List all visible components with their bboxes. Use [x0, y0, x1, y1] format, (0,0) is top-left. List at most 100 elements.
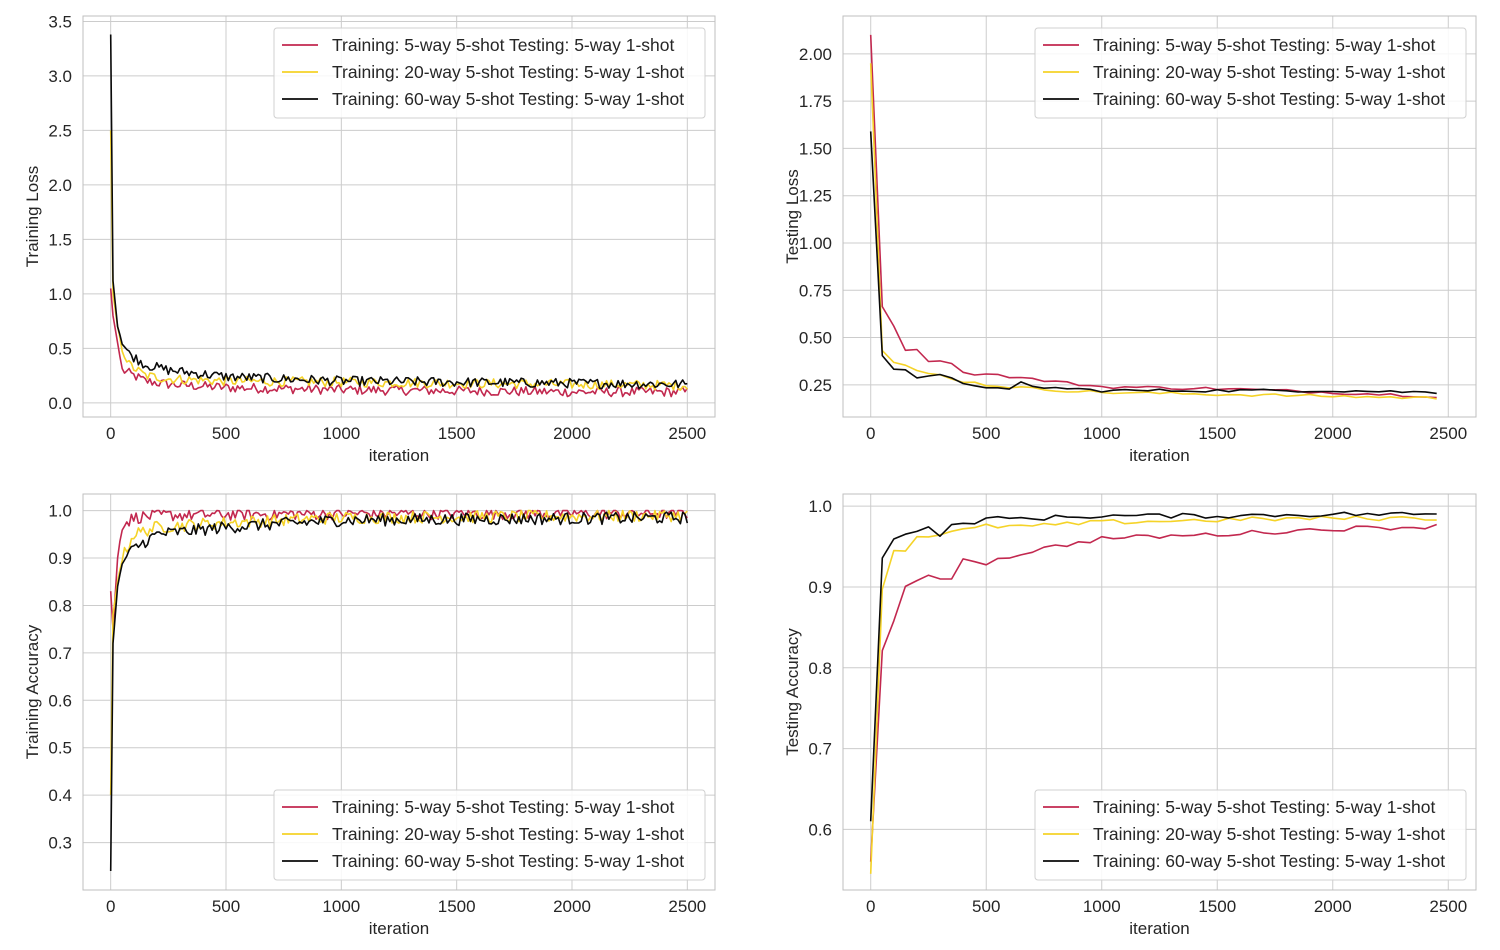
plot-frame	[842, 493, 1477, 891]
y-tick-label: 1.0	[48, 285, 72, 304]
series-line-1	[109, 130, 688, 392]
y-tick-label: 1.50	[799, 139, 832, 158]
chart-panel-2: 0 500 1000 1500 2000 2500 0.3 0.4 0.5 0.6 0.7 0.8 0.…	[23, 493, 716, 938]
x-axis-label: iteration	[369, 446, 429, 465]
series-line-2	[109, 511, 689, 872]
y-tick-label: 0.3	[48, 834, 72, 853]
series-line-2	[869, 511, 1437, 822]
plot-frame	[82, 493, 716, 891]
y-tick-label: 0.4	[48, 786, 72, 805]
y-tick-label: 0.8	[48, 596, 72, 615]
y-tick-label: 0.9	[48, 549, 72, 568]
x-tick-label: 0	[866, 424, 875, 443]
legend-entry-0: Training: 5-way 5-shot Testing: 5-way 1-…	[332, 35, 675, 55]
x-tick-label: 2500	[668, 424, 706, 443]
x-tick-label: 0	[106, 424, 115, 443]
legend-entry-2: Training: 60-way 5-shot Testing: 5-way 1…	[1093, 89, 1445, 109]
y-tick-label: 1.0	[808, 497, 832, 516]
legend-entry-1: Training: 20-way 5-shot Testing: 5-way 1…	[332, 62, 684, 82]
x-tick-label: 2000	[553, 897, 591, 916]
y-tick-label: 0.25	[799, 376, 832, 395]
x-tick-label: 2500	[1429, 424, 1467, 443]
x-axis-label: iteration	[1129, 446, 1189, 465]
x-axis-label: iteration	[1129, 919, 1189, 938]
legend-box	[273, 789, 706, 881]
series-line-1	[869, 515, 1437, 874]
y-tick-label: 3.0	[48, 67, 72, 86]
y-axis-label: Testing Accuracy	[783, 628, 802, 756]
chart-panel-0: 0 500 1000 1500 2000 2500 0.0 0.5 1.0 1.5 2.0 2.5 3.…	[23, 12, 716, 465]
x-tick-label: 500	[212, 424, 240, 443]
legend-entry-1: Training: 20-way 5-shot Testing: 5-way 1…	[1093, 62, 1445, 82]
x-tick-label: 500	[972, 424, 1000, 443]
x-tick-label: 2000	[1314, 424, 1352, 443]
y-tick-label: 0.5	[48, 339, 72, 358]
x-tick-label: 1500	[1198, 897, 1236, 916]
y-tick-label: 0.7	[808, 740, 832, 759]
series-line-1	[109, 509, 688, 796]
series-line-0	[869, 34, 1437, 399]
chart-panel-3: 0 500 1000 1500 2000 2500 0.6 0.7 0.8 0.9 1.0 itera…	[783, 493, 1477, 938]
x-tick-label: 2500	[1429, 897, 1467, 916]
legend-box	[1034, 789, 1467, 881]
x-tick-label: 2000	[553, 424, 591, 443]
y-tick-label: 2.5	[48, 121, 72, 140]
y-axis-label: Testing Loss	[783, 169, 802, 264]
legend-entry-1: Training: 20-way 5-shot Testing: 5-way 1…	[1093, 824, 1445, 844]
x-tick-label: 1000	[1083, 897, 1121, 916]
legend: Training: 5-way 5-shot Testing: 5-way 1-…	[273, 789, 706, 881]
x-axis-label: iteration	[369, 919, 429, 938]
y-tick-label: 1.00	[799, 234, 832, 253]
y-tick-label: 2.0	[48, 176, 72, 195]
plot-frame	[842, 15, 1477, 418]
x-tick-label: 0	[866, 897, 875, 916]
y-tick-label: 2.00	[799, 45, 832, 64]
y-axis-label: Training Loss	[23, 166, 42, 267]
legend-entry-1: Training: 20-way 5-shot Testing: 5-way 1…	[332, 824, 684, 844]
y-axis-label: Training Accuracy	[23, 624, 42, 759]
x-tick-label: 2000	[1314, 897, 1352, 916]
legend-entry-0: Training: 5-way 5-shot Testing: 5-way 1-…	[332, 797, 675, 817]
series-line-1	[869, 63, 1437, 400]
y-tick-label: 0.8	[808, 659, 832, 678]
legend: Training: 5-way 5-shot Testing: 5-way 1-…	[273, 27, 706, 119]
x-tick-label: 1500	[438, 424, 476, 443]
x-tick-label: 0	[106, 897, 115, 916]
x-tick-label: 1500	[438, 897, 476, 916]
chart-panel-1: 0 500 1000 1500 2000 2500 0.25 0.50 0.75 1.00 1.25…	[783, 15, 1477, 465]
y-tick-label: 0.9	[808, 578, 832, 597]
legend-entry-0: Training: 5-way 5-shot Testing: 5-way 1-…	[1093, 797, 1436, 817]
x-tick-label: 1000	[1083, 424, 1121, 443]
y-tick-label: 1.5	[48, 230, 72, 249]
y-tick-label: 0.5	[48, 739, 72, 758]
y-tick-label: 0.0	[48, 394, 72, 413]
y-tick-label: 1.0	[48, 502, 72, 521]
series-line-0	[869, 523, 1437, 862]
legend-box	[1034, 27, 1467, 119]
series-line-0	[109, 288, 688, 398]
x-tick-label: 2500	[668, 897, 706, 916]
x-tick-label: 1000	[322, 897, 360, 916]
legend: Training: 5-way 5-shot Testing: 5-way 1-…	[1034, 789, 1467, 881]
x-tick-label: 1000	[322, 424, 360, 443]
y-tick-label: 3.5	[48, 12, 72, 31]
x-tick-label: 500	[972, 897, 1000, 916]
legend: Training: 5-way 5-shot Testing: 5-way 1-…	[1034, 27, 1467, 119]
legend-entry-2: Training: 60-way 5-shot Testing: 5-way 1…	[332, 89, 684, 109]
legend-entry-0: Training: 5-way 5-shot Testing: 5-way 1-…	[1093, 35, 1436, 55]
y-tick-label: 0.6	[808, 820, 832, 839]
plot-frame	[82, 15, 716, 418]
series-line-2	[869, 131, 1437, 395]
legend-box	[273, 27, 706, 119]
y-tick-label: 1.75	[799, 92, 832, 111]
y-tick-label: 0.6	[48, 691, 72, 710]
x-tick-label: 500	[212, 897, 240, 916]
legend-entry-2: Training: 60-way 5-shot Testing: 5-way 1…	[1093, 851, 1445, 871]
x-tick-label: 1500	[1198, 424, 1236, 443]
series-line-2	[109, 34, 688, 390]
legend-entry-2: Training: 60-way 5-shot Testing: 5-way 1…	[332, 851, 684, 871]
y-tick-label: 1.25	[799, 187, 832, 206]
y-tick-label: 0.50	[799, 329, 832, 348]
y-tick-label: 0.75	[799, 281, 832, 300]
